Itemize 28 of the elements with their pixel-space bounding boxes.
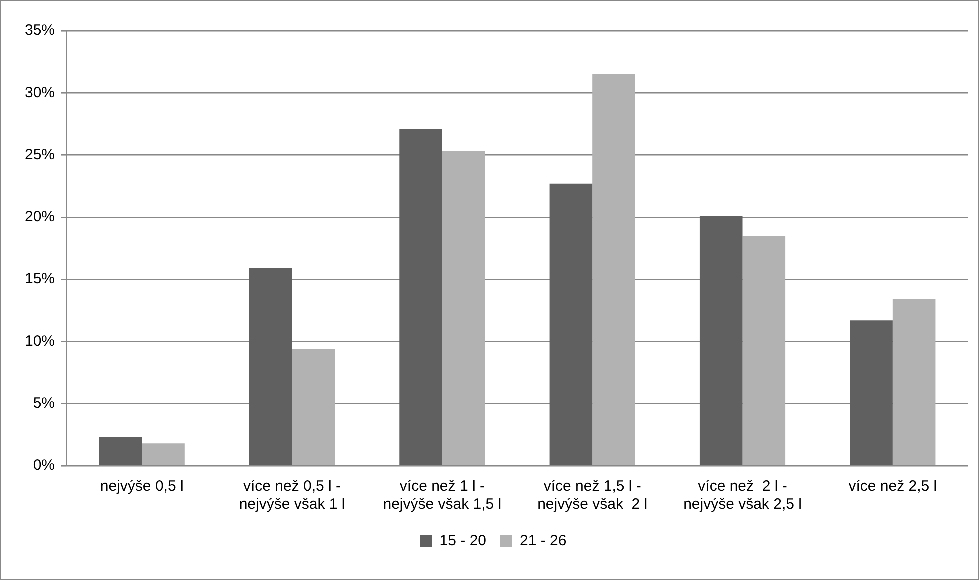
bar — [742, 236, 786, 466]
bar — [292, 349, 336, 466]
y-tick-label: 10% — [24, 332, 56, 350]
bar — [99, 437, 142, 466]
bar — [550, 184, 593, 466]
x-tick-label: více než 2 l - nejvýše však 2,5 l — [684, 478, 802, 514]
y-tick-label: 5% — [33, 395, 56, 412]
x-tick-label: více než 1,5 l - nejvýše však 2 l — [538, 478, 648, 514]
bar — [850, 320, 893, 466]
y-tick-label: 30% — [24, 84, 56, 102]
y-tick-label: 0% — [33, 457, 56, 474]
bar — [892, 299, 936, 466]
y-tick-label: 35% — [24, 22, 56, 40]
x-tick-label: více než 1 l - nejvýše však 1,5 l — [383, 478, 502, 514]
bar — [592, 74, 636, 466]
bar — [700, 216, 743, 466]
y-tick-label: 15% — [24, 270, 56, 288]
legend-label: 21 - 26 — [520, 532, 567, 550]
bar — [142, 444, 185, 466]
bar — [442, 152, 486, 466]
y-tick-label: 20% — [24, 208, 56, 226]
bar — [400, 129, 442, 466]
x-tick-label: více než 0,5 l - nejvýše však 1 l — [239, 478, 346, 514]
y-tick-label: 25% — [24, 146, 56, 164]
bar — [249, 268, 292, 466]
legend-label: 15 - 20 — [440, 532, 487, 550]
x-tick-label: nejvýše 0,5 l — [100, 478, 184, 496]
x-tick-label: více než 2,5 l — [848, 478, 938, 496]
